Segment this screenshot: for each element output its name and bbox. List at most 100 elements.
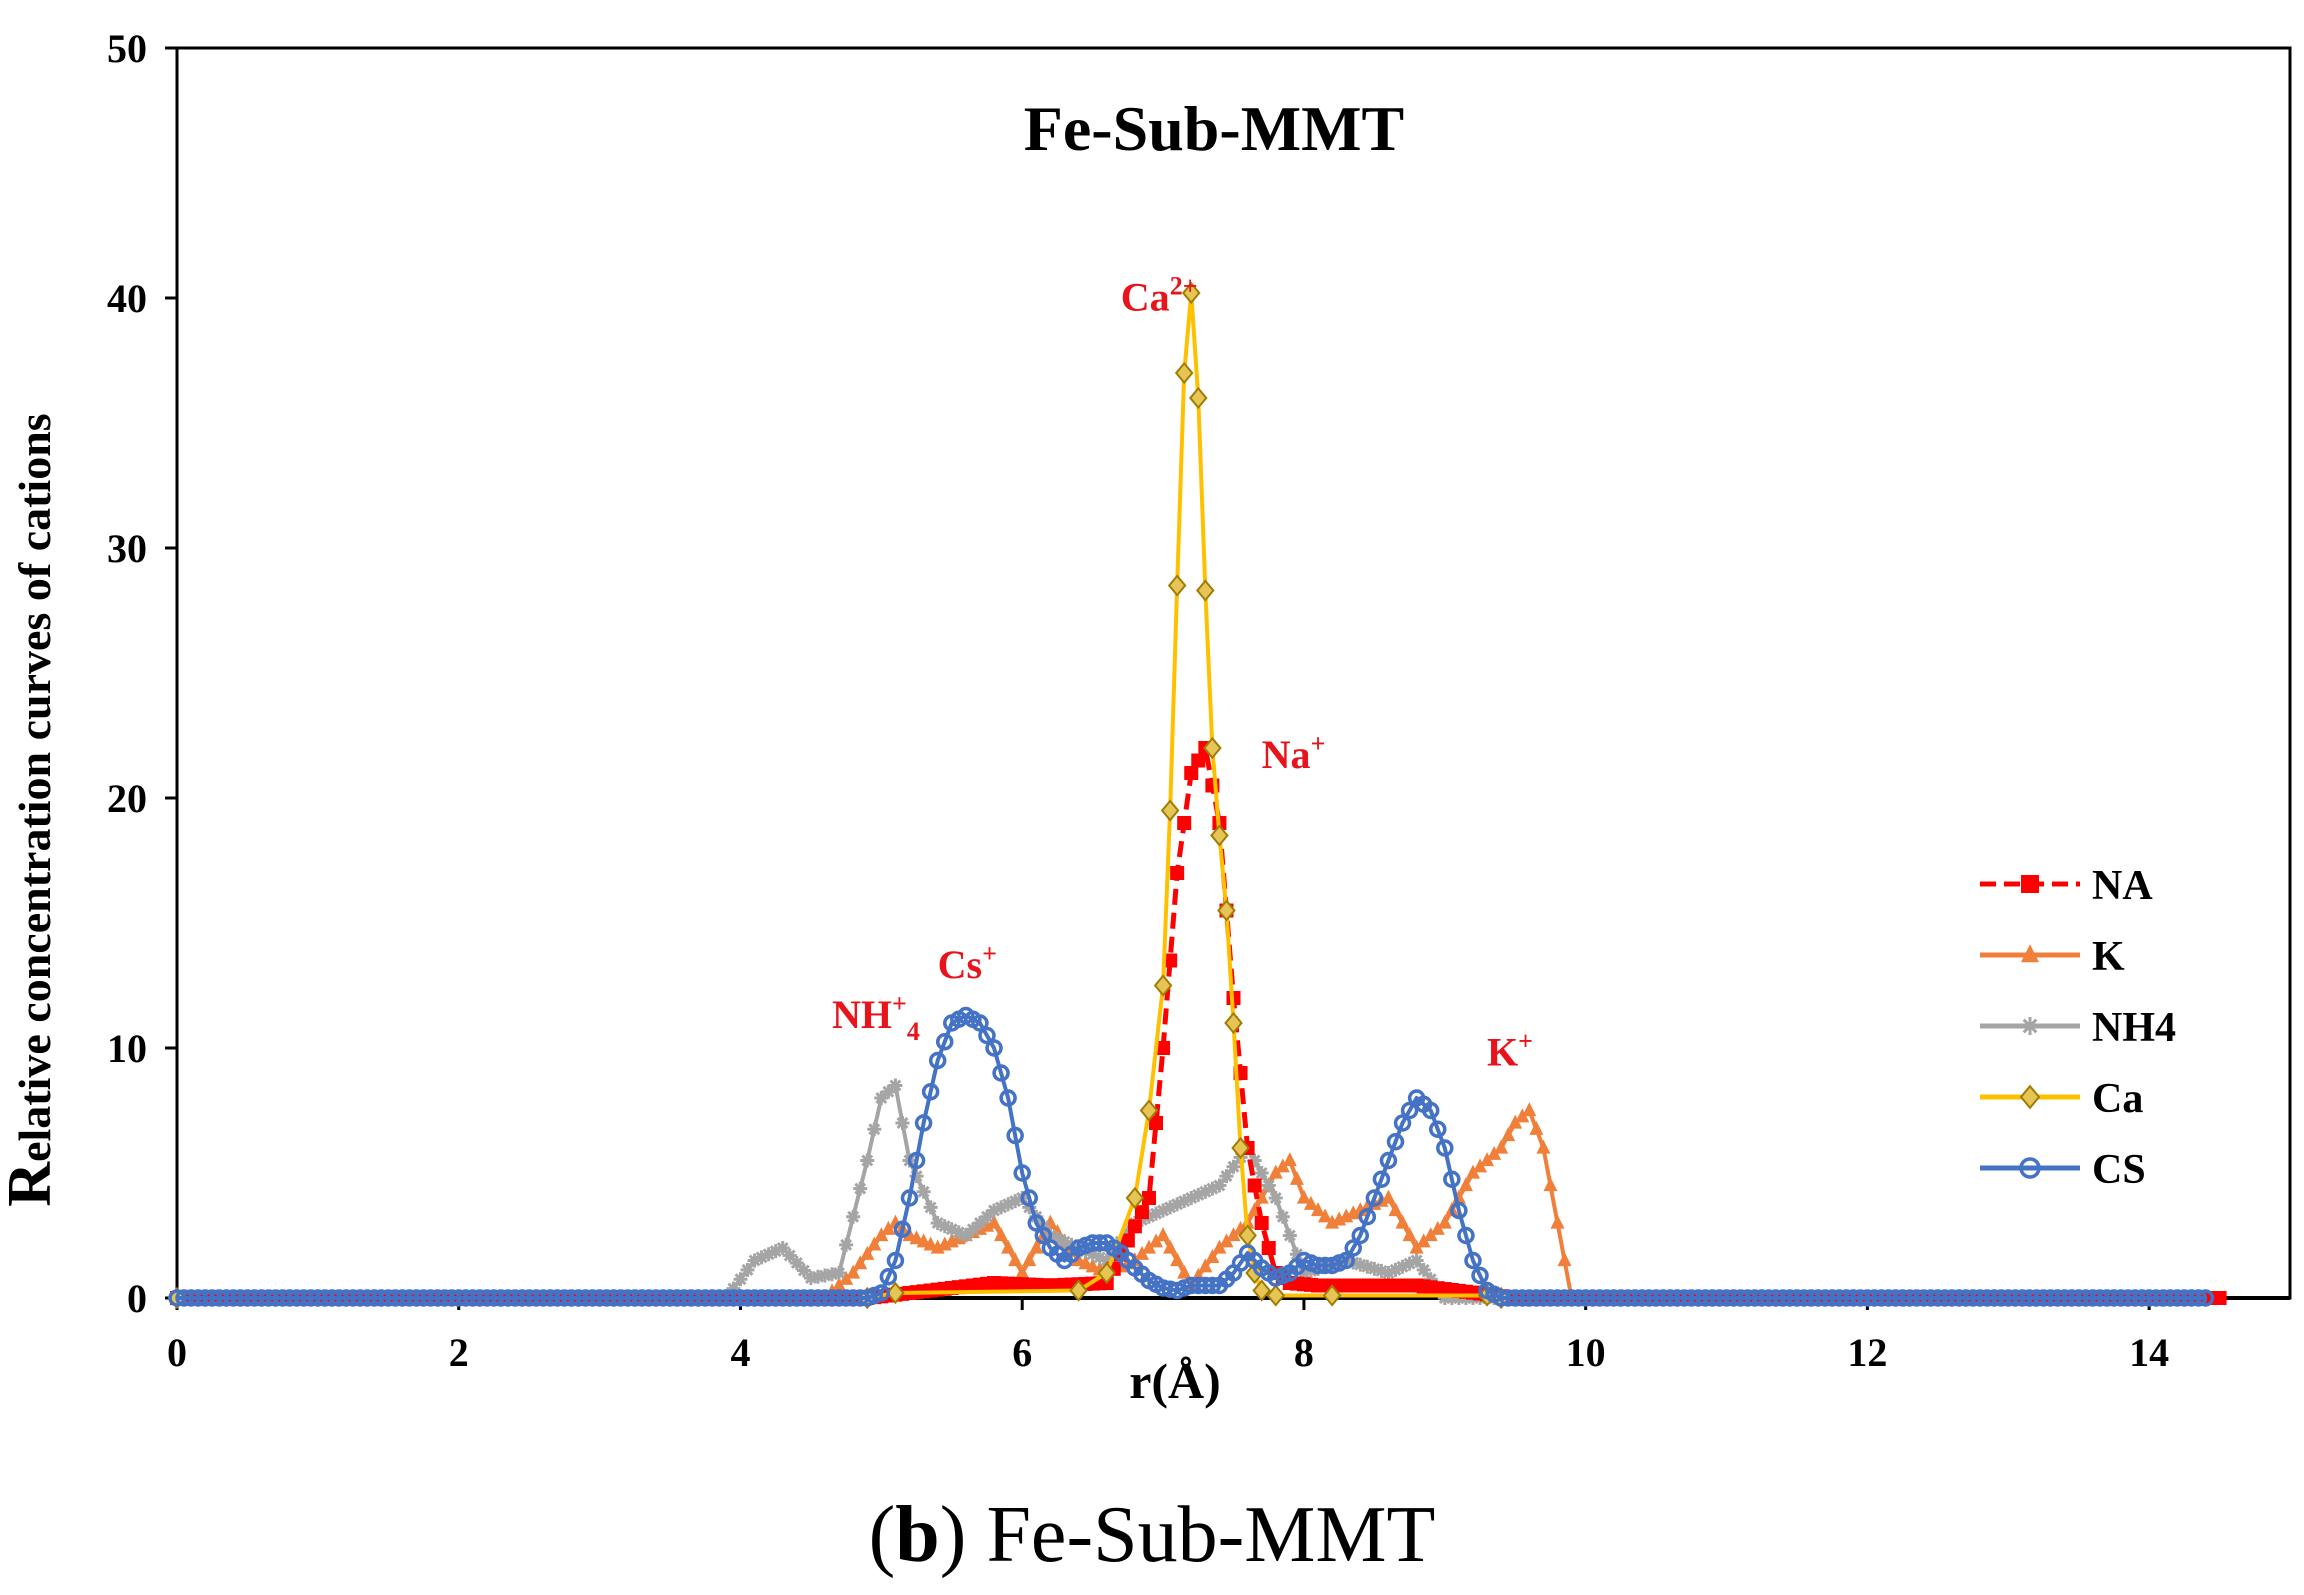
star-marker-stroke [931, 1217, 944, 1229]
y-tick-label: 0 [127, 1276, 147, 1321]
star-marker-stroke [783, 1249, 796, 1262]
data-point-k [1001, 1239, 1016, 1254]
data-point-nh4 [1416, 1262, 1431, 1277]
data-point-cs [1464, 1251, 1482, 1270]
data-point-nh4 [782, 1248, 797, 1263]
data-point-k [987, 1214, 1002, 1229]
data-point-k [1395, 1214, 1410, 1229]
y-axis-title: Relative concentration curves of cations [0, 413, 64, 1206]
data-point-k [1508, 1114, 1523, 1129]
peak-label-base: Na [1262, 732, 1311, 777]
data-point-k [832, 1277, 847, 1292]
y-tick-label: 40 [107, 276, 147, 321]
series-layer [167, 281, 2227, 1310]
y-tick-label: 30 [107, 526, 147, 571]
data-point-nh4 [1219, 1169, 1234, 1184]
data-point-k [1416, 1233, 1431, 1248]
data-point-cs [1027, 1214, 1046, 1232]
peak-label-charge: 2+ [1170, 272, 1198, 301]
data-point-cs [1351, 1226, 1370, 1245]
star-marker-stroke [1213, 1179, 1226, 1192]
peak-label-base: NH [832, 992, 892, 1037]
star-marker-stroke [2022, 1018, 2038, 1034]
plot-frame [175, 46, 2292, 1300]
legend-swatch-marker [2021, 1017, 2039, 1035]
annotation-layer: Ca2+Na+Cs+NH+4 K+ [832, 272, 1533, 1075]
peak-label-base: K [1487, 1030, 1518, 1075]
figure-caption: (b) Fe-Sub-MMT [868, 1491, 1436, 1579]
star-marker-stroke [847, 1210, 860, 1223]
data-point-nh4 [740, 1262, 755, 1277]
star-marker-stroke [1417, 1263, 1430, 1276]
data-point-k [1149, 1233, 1164, 1248]
data-point-ca [1252, 1279, 1271, 1302]
data-point-nh4 [958, 1228, 973, 1243]
data-point-k [1458, 1177, 1473, 1192]
data-point-k [1402, 1227, 1417, 1242]
data-point-k [1219, 1233, 1234, 1248]
data-point-cs [999, 1089, 1017, 1107]
data-point-nh4 [965, 1222, 980, 1237]
data-point-k [1381, 1189, 1396, 1204]
data-point-k [1409, 1239, 1424, 1254]
data-point-k [1543, 1177, 1558, 1192]
data-point-k [1198, 1258, 1213, 1273]
data-point-k [1515, 1108, 1530, 1123]
data-point-ca [1153, 974, 1173, 997]
data-point-k [1029, 1239, 1044, 1254]
data-point-k [846, 1264, 861, 1279]
data-point-k [1437, 1214, 1452, 1229]
star-marker-stroke [734, 1273, 747, 1286]
data-point-k [1275, 1158, 1290, 1173]
data-point-cs [872, 1284, 891, 1302]
star-marker-stroke [889, 1079, 902, 1092]
data-point-k [1226, 1227, 1241, 1242]
star-marker-stroke [741, 1263, 754, 1276]
data-point-cs [879, 1268, 898, 1286]
data-point-k [1557, 1252, 1572, 1267]
data-point-cs [1379, 1151, 1398, 1170]
data-point-ca [1174, 361, 1194, 385]
data-point-ca [1266, 1284, 1286, 1307]
legend-label: K [2092, 934, 2125, 980]
data-point-cs [1372, 1170, 1391, 1188]
data-point-k [1318, 1208, 1333, 1223]
data-point-cs [992, 1064, 1010, 1082]
data-point-cs [971, 1014, 989, 1032]
data-point-cs [1006, 1126, 1024, 1145]
data-point-cs [1471, 1266, 1489, 1285]
data-point-nh4 [881, 1084, 896, 1099]
star-marker-stroke [868, 1123, 881, 1136]
peak-label-charge: + [1518, 1027, 1533, 1056]
star-marker-stroke [1227, 1160, 1240, 1173]
star-marker-stroke [840, 1238, 853, 1251]
data-point-cs [900, 1189, 919, 1207]
peak-label-base: Cs [938, 942, 982, 987]
star-marker-stroke [1058, 1235, 1071, 1248]
data-point-cs [1386, 1133, 1405, 1151]
data-point-nh4 [1268, 1191, 1283, 1205]
data-point-ca [1210, 824, 1229, 847]
data-point-k [994, 1227, 1009, 1242]
data-point-nh4 [916, 1184, 931, 1199]
data-point-nh4 [789, 1256, 804, 1270]
data-point-na [1191, 753, 1206, 768]
data-point-na [1261, 1241, 1276, 1255]
data-point-k [1289, 1170, 1304, 1185]
star-marker-stroke [896, 1117, 909, 1129]
star-marker-stroke [1220, 1170, 1233, 1183]
data-point-k [853, 1255, 868, 1270]
data-point-ca [1167, 574, 1187, 597]
peak-label-charge: + [892, 989, 907, 1018]
x-tick-label: 6 [1012, 1330, 1032, 1375]
data-point-k [1536, 1139, 1551, 1154]
data-point-na [2212, 1291, 2227, 1305]
peak-label-charge: + [982, 939, 997, 968]
data-point-nh4 [1261, 1178, 1276, 1193]
data-point-cs [1436, 1139, 1454, 1157]
legend-item-nh4: NH4 [1980, 1005, 2176, 1051]
data-point-ca [1097, 1261, 1117, 1285]
data-point-k [881, 1220, 896, 1235]
data-point-cs [1429, 1120, 1447, 1138]
y-tick-label: 10 [107, 1026, 147, 1071]
